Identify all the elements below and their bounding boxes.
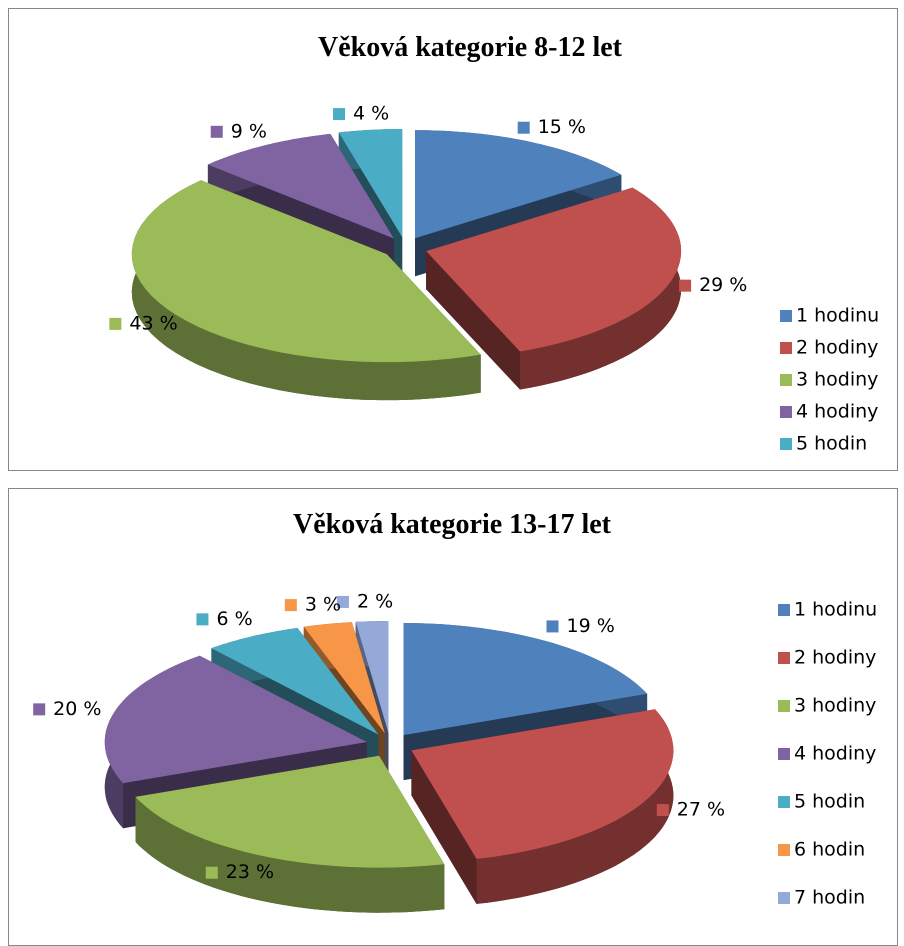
legend-label: 2 hodiny (794, 647, 876, 669)
legend-label: 5 hodin (796, 433, 867, 455)
label-swatch (109, 317, 122, 330)
legend-label: 7 hodin (794, 887, 865, 909)
legend-swatch (780, 310, 792, 322)
slice-side (411, 750, 477, 904)
slice (411, 709, 674, 859)
legend-label: 1 hodinu (796, 305, 879, 327)
label-swatch (210, 125, 223, 138)
label-swatch (656, 804, 669, 817)
data-label: 2 % (357, 590, 393, 612)
data-label: 43 % (129, 312, 177, 334)
legend-swatch (780, 374, 792, 386)
legend-label: 6 hodin (794, 839, 865, 861)
legend-swatch (778, 748, 790, 760)
chart-title: Věková kategorie 8-12 let (318, 32, 623, 63)
slice (303, 622, 385, 734)
slice-side (426, 251, 520, 390)
label-swatch (679, 279, 692, 292)
slice (104, 655, 367, 784)
label-swatch (333, 108, 346, 121)
data-label: 15 % (538, 116, 586, 138)
label-swatch (517, 121, 530, 134)
legend-swatch (778, 700, 790, 712)
slice (207, 133, 394, 239)
data-label: 29 % (699, 274, 747, 296)
label-swatch (205, 866, 218, 879)
slice-side (476, 709, 674, 904)
label-swatch (546, 620, 559, 633)
data-label: 20 % (53, 698, 101, 720)
slice-side (135, 796, 445, 913)
legend-label: 4 hodiny (796, 401, 878, 423)
data-label: 19 % (567, 615, 615, 637)
slice (338, 129, 403, 238)
label-swatch (284, 599, 297, 612)
slice-side (520, 187, 682, 390)
slice (426, 187, 682, 352)
data-label: 3 % (305, 594, 341, 616)
slice (415, 130, 622, 239)
data-label: 23 % (226, 861, 274, 883)
data-label: 4 % (353, 103, 389, 125)
chart-title: Věková kategorie 13-17 let (293, 509, 612, 540)
slice (403, 623, 648, 736)
legend-swatch (780, 406, 792, 418)
label-swatch (33, 703, 46, 716)
slice (135, 755, 445, 868)
legend-label: 1 hodinu (794, 599, 877, 621)
legend-swatch (780, 342, 792, 354)
legend-label: 2 hodiny (796, 337, 878, 359)
legend-swatch (778, 844, 790, 856)
legend-label: 5 hodin (794, 791, 865, 813)
legend-label: 3 hodiny (794, 695, 876, 717)
label-swatch (336, 595, 349, 608)
legend-swatch (778, 604, 790, 616)
legend-swatch (780, 438, 792, 450)
legend-label: 4 hodiny (794, 743, 876, 765)
legend-label: 3 hodiny (796, 369, 878, 391)
data-label: 9 % (231, 120, 267, 142)
label-swatch (196, 613, 209, 626)
legend-swatch (778, 652, 790, 664)
slice (355, 621, 389, 733)
legend-swatch (778, 796, 790, 808)
slice-side (131, 180, 481, 401)
legend-swatch (778, 892, 790, 904)
data-label: 6 % (216, 608, 252, 630)
slice (131, 180, 481, 363)
data-label: 27 % (677, 799, 725, 821)
slice (211, 628, 379, 735)
